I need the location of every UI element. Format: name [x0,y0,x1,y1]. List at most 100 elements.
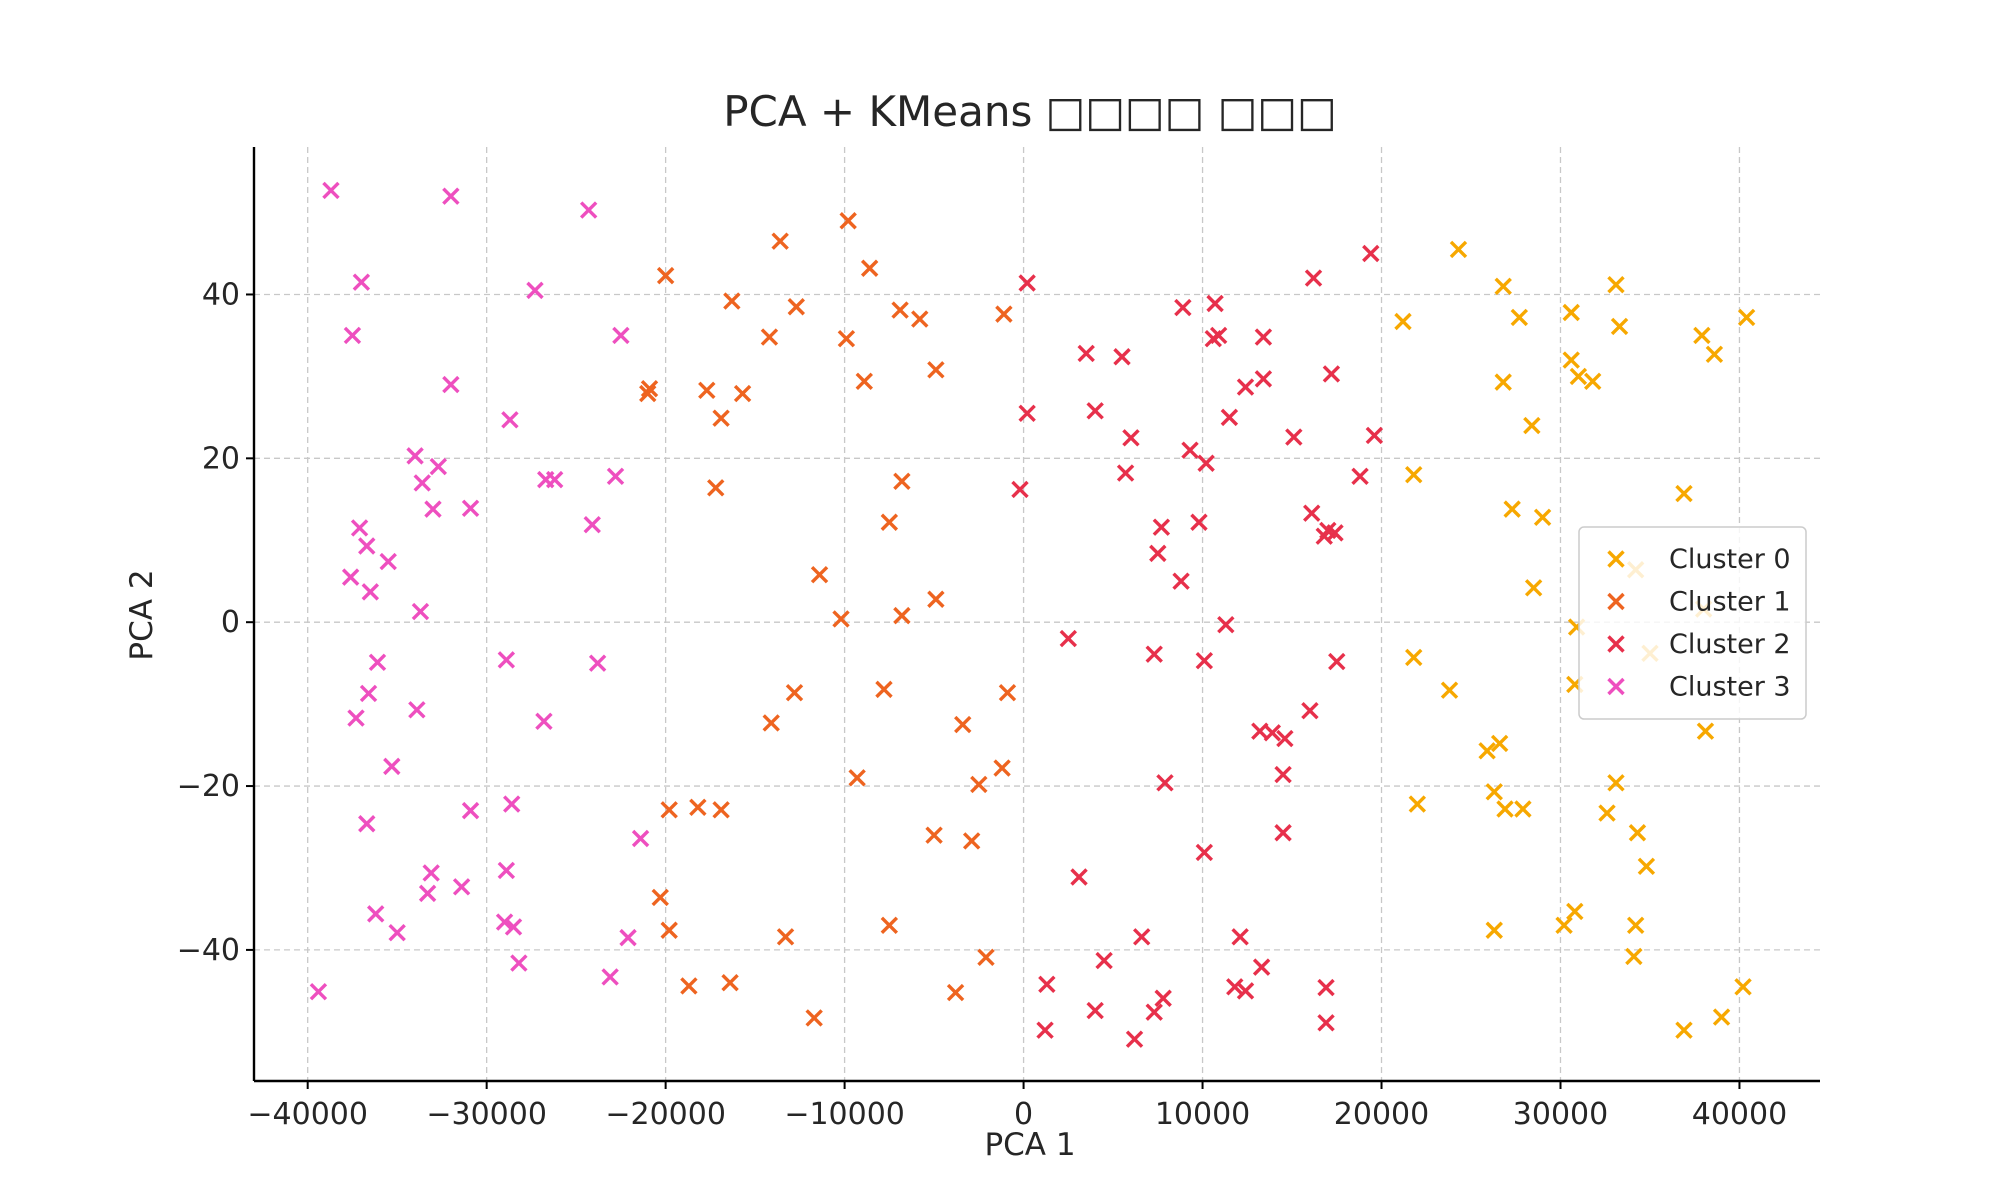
data-point [1113,348,1131,366]
data-point [442,375,460,394]
data-point [927,361,945,379]
legend-item-cluster-1: Cluster 1 [1607,587,1791,618]
data-point [383,757,401,776]
legend-item-cluster-0: Cluster 0 [1607,544,1791,575]
data-point [656,266,675,285]
data-point [1190,513,1208,531]
data-point [1625,947,1643,966]
legend-marker [1607,592,1625,611]
data-point [1584,372,1602,391]
data-points [309,181,1756,1048]
data-point [343,326,362,345]
data-point [1174,298,1192,317]
data-point [1693,326,1711,345]
data-point [1236,378,1255,396]
data-point [1626,916,1645,935]
data-point [1254,328,1273,346]
data-point [1254,370,1273,388]
legend-marker [1607,677,1625,696]
data-point [998,683,1017,702]
data-point [723,292,741,310]
data-point [418,884,437,903]
data-point [1449,240,1468,259]
data-point [1362,244,1380,263]
data-point [1737,308,1756,327]
data-point [1569,367,1588,386]
data-point [1036,1021,1054,1039]
data-point [579,201,598,219]
data-point [660,921,678,939]
data-point [1705,345,1724,363]
data-point [545,470,564,489]
data-point [341,568,360,586]
data-point [535,712,553,731]
x-tick-label: 40000 [1692,1097,1787,1132]
data-point [1351,467,1369,486]
data-point [860,259,879,277]
data-point [526,281,544,300]
data-point [1077,344,1095,363]
data-point [504,918,523,936]
data-point [497,861,516,880]
data-point [1086,1001,1104,1020]
data-point [503,795,521,813]
data-point [771,232,789,250]
data-point [911,310,929,328]
data-point [413,474,431,492]
data-point [848,769,866,787]
data-point [1038,975,1056,994]
data-point [1607,275,1625,294]
data-point [1555,916,1573,935]
data-point [1149,544,1167,563]
data-point [452,878,471,896]
data-point [1252,958,1271,976]
data-point [1132,928,1151,946]
x-tick-label: −20000 [605,1097,726,1132]
data-point [1226,978,1244,996]
data-point [1317,1014,1335,1032]
data-point [461,499,480,518]
data-point [837,330,856,348]
data-point [1734,978,1752,996]
data-point [1217,615,1235,634]
data-point [1206,294,1224,313]
data-point [411,602,430,621]
data-point [1317,978,1335,997]
data-point [1172,572,1190,590]
data-point [1365,426,1384,445]
data-point [1562,303,1580,322]
y-tick-label: 40 [202,277,240,312]
data-point [442,187,460,205]
data-point [721,973,739,992]
data-point [1274,765,1292,784]
data-point [1263,724,1282,742]
data-point [583,515,601,534]
data-point [651,888,669,907]
data-point [1394,312,1412,331]
y-tick-label: −20 [177,769,240,804]
legend-label: Cluster 3 [1669,672,1791,703]
data-point [762,714,780,732]
legend-label: Cluster 2 [1669,629,1791,660]
data-point [954,715,972,734]
data-point [785,683,804,702]
data-point [1301,701,1319,720]
data-point [406,447,424,465]
data-point [1018,404,1036,422]
data-point [359,684,378,703]
data-point [422,864,440,882]
legend: Cluster 0 Cluster 1 Cluster 2 Cluster 3 [1578,526,1807,720]
data-point [810,565,829,584]
y-axis-label: PCA 2 [124,569,160,660]
data-point [1122,429,1140,447]
data-point [1285,428,1303,446]
data-point [1145,645,1163,663]
data-point [712,409,730,427]
data-point [606,467,625,486]
data-point [1485,921,1503,939]
data-point [352,273,371,291]
data-point [787,298,805,316]
data-point [639,384,657,403]
data-point [361,583,380,601]
legend-item-cluster-2: Cluster 2 [1607,629,1791,660]
